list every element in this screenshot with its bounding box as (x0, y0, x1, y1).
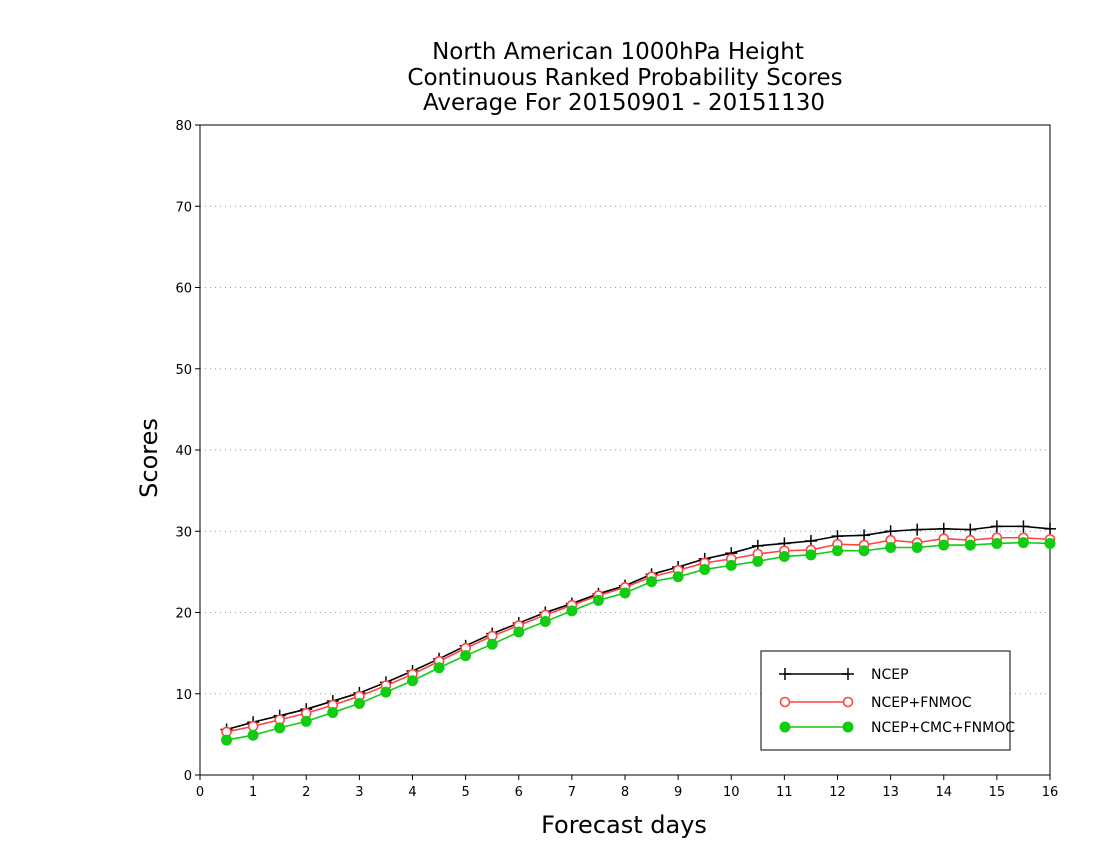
data-point (832, 545, 843, 557)
x-axis-title: Forecast days (541, 811, 707, 839)
chart-title-line-3: Average For 20150901 - 20151130 (423, 90, 825, 116)
legend-label: NCEP+FNMOC (871, 695, 972, 711)
data-point (300, 715, 312, 727)
data-point (964, 539, 976, 551)
x-tick-label: 1 (249, 785, 257, 800)
x-tick-label: 3 (355, 785, 363, 800)
series-ncep-cmc-fnmoc (221, 537, 1056, 746)
legend-marker (842, 721, 854, 733)
data-point (752, 555, 764, 567)
data-point (672, 571, 684, 583)
data-point (911, 542, 923, 553)
data-point (486, 638, 498, 650)
data-point (805, 549, 817, 561)
y-tick-label: 40 (175, 444, 192, 459)
x-tick-label: 7 (568, 785, 576, 800)
x-tick-label: 14 (935, 785, 952, 800)
data-point (1017, 537, 1029, 549)
y-axis-ticks: 0 10 20 30 40 50 60 70 80 (175, 119, 200, 784)
chart-title-line-1: North American 1000hPa Height (432, 39, 804, 65)
y-tick-label: 70 (175, 200, 192, 215)
data-point (592, 594, 604, 606)
data-point (380, 686, 392, 698)
x-tick-label: 15 (989, 785, 1006, 800)
x-tick-label: 4 (408, 785, 416, 800)
legend: NCEP NCEP+FNMOC NCEP+CMC+FNMOC (760, 650, 1015, 751)
data-point (353, 698, 365, 709)
y-tick-label: 10 (175, 688, 192, 703)
data-point (407, 675, 418, 687)
data-point (1044, 522, 1056, 535)
data-point (619, 587, 631, 599)
legend-label: NCEP (871, 667, 909, 683)
legend-entry: NCEP+FNMOC (779, 695, 972, 711)
x-axis-ticks: 0 1 2 3 4 5 6 7 8 9 10 11 12 13 14 15 16 (196, 775, 1058, 800)
data-point (247, 720, 259, 732)
data-point (327, 706, 339, 718)
data-point (247, 729, 259, 741)
x-tick-label: 6 (515, 785, 523, 800)
data-point (858, 529, 871, 542)
data-point (725, 559, 737, 571)
chart-title: North American 1000hPa Height Continuous… (407, 39, 842, 116)
data-point (1044, 537, 1056, 549)
data-point (990, 520, 1003, 533)
chart-title-line-2: Continuous Ranked Probability Scores (407, 65, 842, 91)
y-tick-label: 80 (175, 119, 192, 134)
y-axis-title: Scores (135, 418, 163, 498)
y-tick-label: 50 (175, 363, 192, 378)
y-tick-label: 30 (175, 525, 192, 540)
data-point (964, 523, 977, 536)
data-point (513, 626, 525, 638)
x-tick-label: 11 (776, 785, 793, 800)
legend-label: NCEP+CMC+FNMOC (871, 720, 1015, 736)
x-tick-label: 9 (674, 785, 682, 800)
x-tick-label: 8 (621, 785, 629, 800)
legend-entry: NCEP (779, 667, 909, 683)
legend-marker (779, 668, 791, 680)
data-point (1017, 520, 1030, 533)
y-tick-label: 60 (175, 282, 192, 297)
x-tick-label: 12 (829, 785, 846, 800)
data-point (937, 522, 950, 535)
legend-box (760, 650, 1011, 751)
data-point (938, 539, 950, 551)
x-tick-label: 16 (1042, 785, 1059, 800)
plot-frame (199, 124, 1051, 776)
x-tick-label: 2 (302, 785, 310, 800)
x-tick-label: 5 (461, 785, 469, 800)
data-point (885, 542, 897, 553)
x-tick-label: 10 (723, 785, 740, 800)
y-tick-label: 20 (175, 607, 192, 622)
data-point (911, 523, 924, 536)
data-point (778, 550, 790, 562)
data-point (858, 545, 870, 557)
legend-marker (779, 721, 791, 733)
legend-marker (842, 696, 854, 708)
data-point (539, 615, 551, 627)
data-point (566, 605, 578, 617)
data-point (991, 537, 1003, 549)
y-tick-label: 0 (184, 769, 192, 784)
data-point (646, 576, 658, 588)
data-point (433, 662, 445, 674)
gridlines (200, 205, 1050, 695)
data-point (699, 563, 711, 575)
legend-marker (842, 668, 854, 680)
x-tick-label: 13 (882, 785, 899, 800)
data-series (220, 520, 1056, 746)
data-point (274, 722, 286, 734)
legend-entry: NCEP+CMC+FNMOC (779, 720, 1015, 736)
x-tick-label: 0 (196, 785, 204, 800)
data-point (221, 734, 233, 746)
data-point (460, 650, 472, 662)
legend-marker (779, 696, 791, 708)
